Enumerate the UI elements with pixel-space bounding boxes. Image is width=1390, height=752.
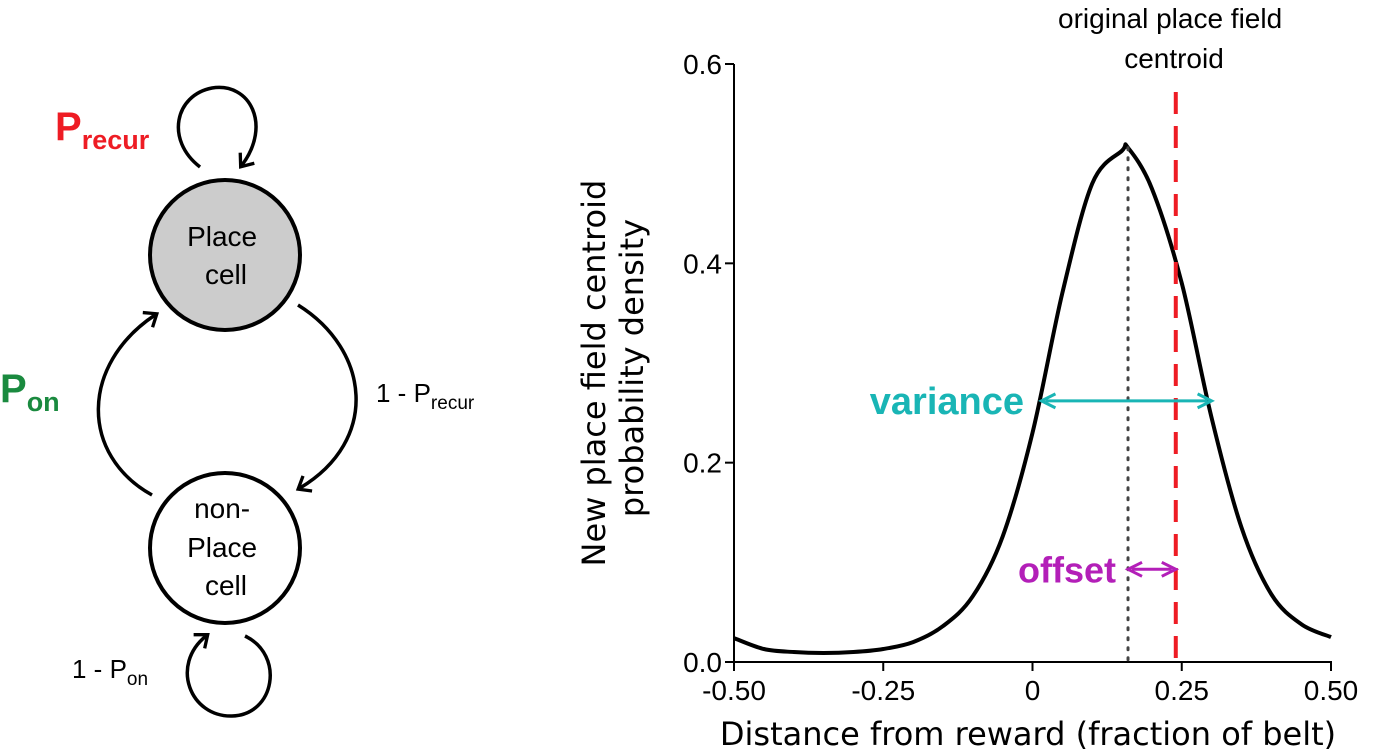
transition-nonplace-to-place-arrow	[96, 310, 160, 497]
x-tick-label: -0.50	[702, 675, 766, 706]
x-tick-label: 0.25	[1155, 675, 1210, 706]
centroid-annotation: original place field centroid	[1058, 3, 1290, 74]
one-minus-p-recur-label: 1 - Precur	[376, 378, 475, 414]
y-axis-label: New place field centroid probability den…	[575, 170, 651, 567]
transition-place-to-nonplace-arrow	[295, 303, 358, 493]
offset-label: offset	[1018, 549, 1116, 590]
self-loop-place-arrow	[176, 85, 258, 169]
one-minus-p-on-label: 1 - Pon	[72, 654, 148, 690]
y-tick-label: 0.2	[683, 448, 722, 479]
p-recur-label: Precur	[55, 105, 150, 155]
x-axis-label: Distance from reward (fraction of belt)	[720, 715, 1336, 752]
svg-text:Place cell: Place cell	[187, 221, 265, 290]
x-tick-label: -0.25	[851, 675, 915, 706]
variance-arrow-head-left	[1038, 392, 1057, 410]
chart-lines	[733, 92, 1332, 664]
place-cell-node	[148, 178, 302, 332]
chart-axes: -0.50 -0.25 0 0.25 0.50 0.0 0.2 0.4 0.6	[683, 49, 1358, 706]
nonplace-cell-node	[148, 471, 302, 625]
y-tick-label: 0.4	[683, 248, 722, 279]
place-node-label-line1: Place	[187, 221, 257, 252]
variance-arrow-head-right	[1196, 392, 1215, 410]
state-diagram: Place cell non- Place cell Precur Pon 1 …	[0, 85, 475, 718]
self-loop-nonplace-arrow	[185, 632, 272, 718]
chart-annotations: variance offset	[870, 381, 1215, 590]
variance-label: variance	[870, 381, 1024, 423]
density-chart: -0.50 -0.25 0 0.25 0.50 0.0 0.2 0.4 0.6 variance…	[575, 3, 1358, 752]
y-tick-label: 0.0	[683, 647, 722, 678]
svg-text:non- Place cell: non- Place cell	[187, 493, 265, 601]
offset-arrow-head-right	[1161, 560, 1180, 578]
p-on-label: Pon	[0, 367, 60, 417]
offset-arrow-head-left	[1124, 560, 1143, 578]
nonplace-node-label-line3: cell	[205, 570, 247, 601]
place-node-label-line2: cell	[205, 259, 247, 290]
density-curve	[733, 142, 1332, 656]
x-tick-label: 0	[1025, 675, 1041, 706]
y-tick-label: 0.6	[683, 49, 722, 80]
nonplace-node-label-line1: non-	[194, 493, 250, 524]
nonplace-node-label-line2: Place	[187, 532, 257, 563]
x-tick-label: 0.50	[1304, 675, 1359, 706]
